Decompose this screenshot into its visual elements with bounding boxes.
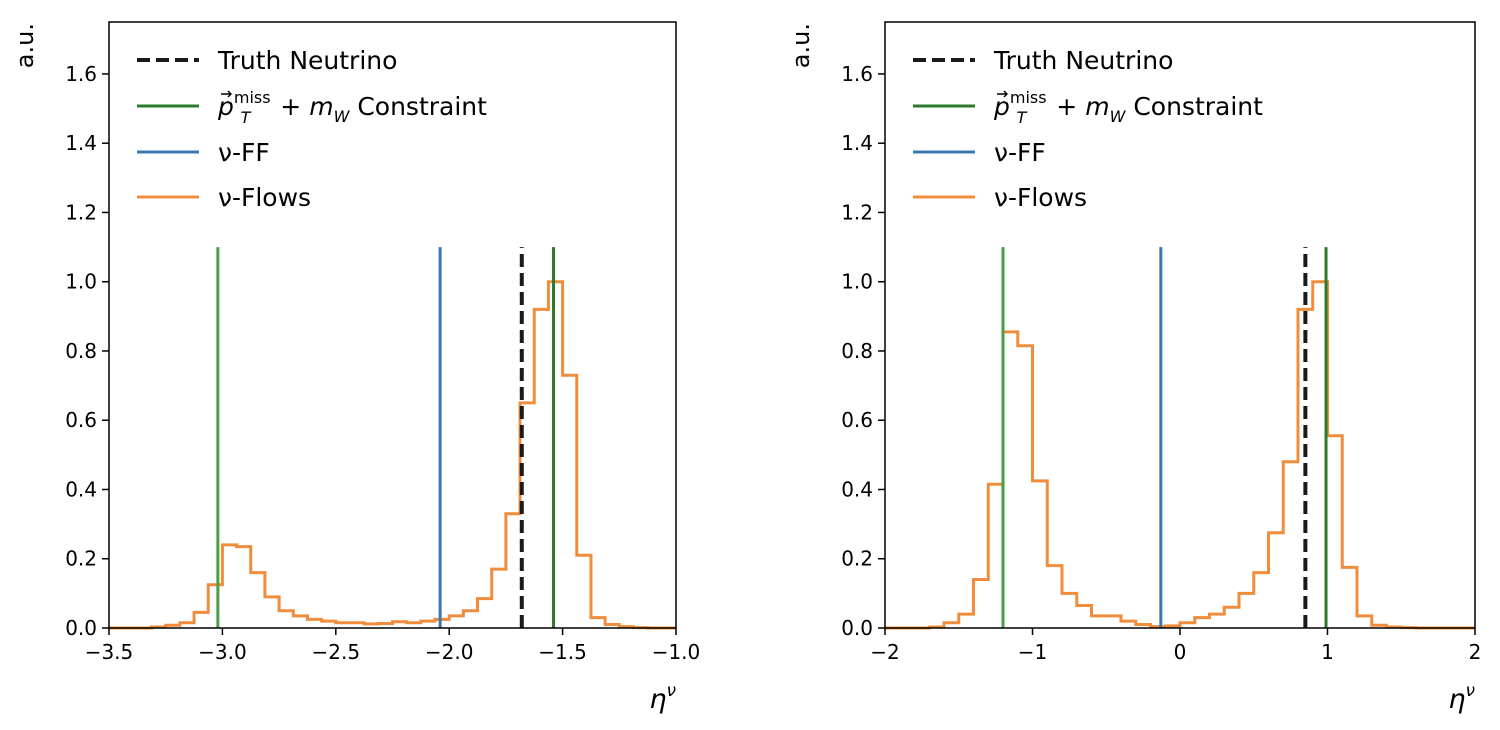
x-tick-label: 2 — [1469, 640, 1482, 664]
legend-label-1: pmiss T + mW Constraint — [993, 88, 1263, 127]
legend-label-2: ν-FF — [218, 138, 270, 167]
y-tick-label: 0.4 — [65, 477, 97, 501]
x-tick-label: −2.0 — [425, 640, 474, 664]
right-chart: −2 −1 0 1 2 0.0 0.2 0.4 0.6 0.8 1.0 1.2 1.4 1.6 a.u. ην… — [787, 21, 1482, 715]
x-tick-label: −2 — [870, 640, 899, 664]
y-tick-label: 0.0 — [65, 616, 97, 640]
vector-arrow-icon — [221, 90, 232, 98]
y-tick-label: 1.2 — [65, 200, 97, 224]
legend: Truth Neutrino pmiss T + mW Constraint ν-FF… — [137, 46, 487, 212]
x-tick-label: −3.0 — [198, 640, 247, 664]
legend-label-0: Truth Neutrino — [217, 46, 397, 75]
histogram-nu-flows — [885, 280, 1475, 630]
legend-label-2: ν-FF — [994, 138, 1046, 167]
axes-frame — [108, 21, 677, 629]
legend-label-1: pmiss T + mW Constraint — [217, 88, 487, 127]
legend-label-3: ν-Flows — [994, 183, 1087, 212]
x-tick-label: −1.0 — [652, 640, 701, 664]
x-tick-label: −2.5 — [312, 640, 361, 664]
y-tick-label: 1.6 — [65, 62, 97, 86]
y-tick-label: 1.4 — [65, 131, 97, 155]
x-tick-label: 0 — [1174, 640, 1187, 664]
y-tick-label: 0.6 — [65, 408, 97, 432]
y-tick-label: 0.6 — [841, 408, 873, 432]
y-tick-label: 1.6 — [841, 62, 873, 86]
y-tick-label: 1.4 — [841, 131, 873, 155]
x-tick-label: 1 — [1321, 640, 1334, 664]
x-tick-label: −3.5 — [85, 640, 134, 664]
left-chart: −3.5 −3.0 −2.5 −2.0 −1.5 −1.0 0.0 0.2 0.4 0.6 0.8 1… — [11, 21, 701, 715]
y-tick-label: 0.0 — [841, 616, 873, 640]
y-axis-label: a.u. — [787, 23, 815, 68]
y-tick-label: 1.2 — [841, 200, 873, 224]
legend: Truth Neutrino pmiss T + mW Constraint ν-FF… — [913, 46, 1263, 212]
y-tick-label: 0.8 — [65, 339, 97, 363]
x-axis-label: ην — [1448, 681, 1475, 715]
y-axis-label: a.u. — [11, 23, 39, 68]
y-tick-label: 0.2 — [65, 547, 97, 571]
x-axis-label: ην — [649, 681, 676, 715]
y-tick-label: 1.0 — [841, 270, 873, 294]
legend-label-3: ν-Flows — [218, 183, 311, 212]
x-tick-label: −1.5 — [538, 640, 587, 664]
y-tick-label: 1.0 — [65, 270, 97, 294]
legend-label-0: Truth Neutrino — [993, 46, 1173, 75]
histogram-nu-flows — [109, 280, 676, 630]
y-tick-label: 0.4 — [841, 477, 873, 501]
x-tick-label: −1 — [1018, 640, 1047, 664]
vector-arrow-icon — [997, 90, 1008, 98]
y-tick-label: 0.8 — [841, 339, 873, 363]
y-tick-label: 0.2 — [841, 547, 873, 571]
